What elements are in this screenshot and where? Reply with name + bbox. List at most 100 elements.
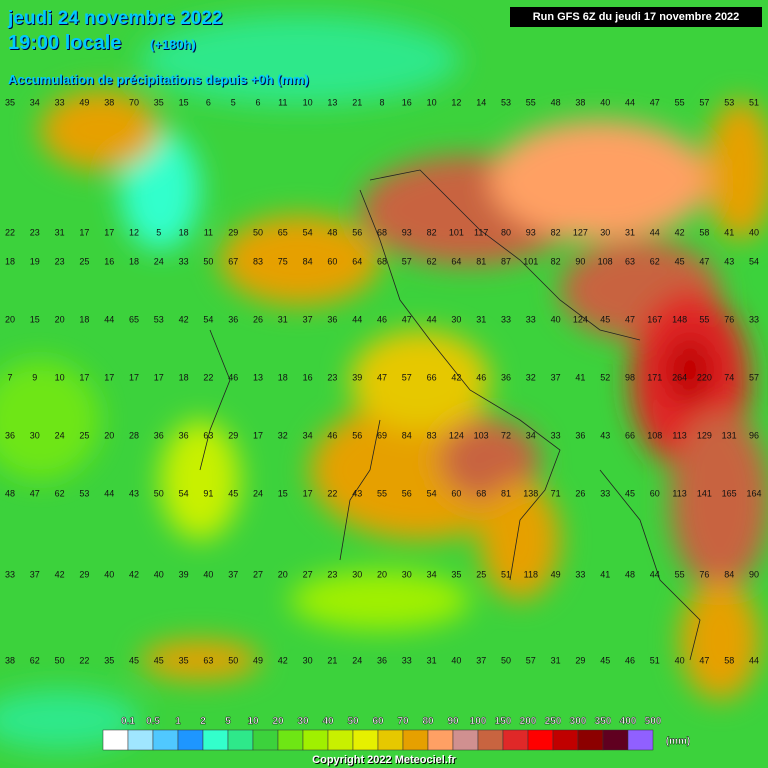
grid-value: 36 [501,372,511,382]
grid-value: 20 [278,569,288,579]
legend-label: 2 [200,716,206,727]
grid-value: 44 [625,97,635,107]
grid-value: 47 [402,314,412,324]
grid-value: 35 [104,655,114,665]
grid-value: 23 [30,227,40,237]
grid-value: 58 [699,227,709,237]
grid-value: 148 [672,314,687,324]
grid-value: 18 [79,314,89,324]
grid-value: 18 [5,256,15,266]
grid-value: 38 [575,97,585,107]
grid-value: 45 [129,655,139,665]
grid-value: 43 [724,256,734,266]
grid-value: 53 [154,314,164,324]
legend-swatch [102,729,129,751]
grid-value: 10 [55,372,65,382]
legend-label: 0.1 [121,716,135,727]
grid-value: 43 [352,488,362,498]
grid-value: 165 [722,488,737,498]
grid-value: 33 [600,488,610,498]
grid-value: 76 [699,569,709,579]
grid-value: 57 [749,372,759,382]
grid-value: 38 [104,97,114,107]
grid-value: 71 [551,488,561,498]
grid-value: 18 [129,256,139,266]
grid-value: 18 [179,227,189,237]
grid-value: 49 [79,97,89,107]
grid-value: 62 [55,488,65,498]
legend-swatch [577,729,604,751]
grid-value: 56 [352,430,362,440]
grid-value: 40 [104,569,114,579]
grid-value: 53 [501,97,511,107]
legend-swatch [352,729,379,751]
legend-swatch [527,729,554,751]
grid-value: 17 [129,372,139,382]
grid-value: 17 [79,372,89,382]
grid-value: 81 [501,488,511,498]
grid-value: 10 [427,97,437,107]
grid-value: 14 [476,97,486,107]
grid-value: 40 [451,655,461,665]
grid-value: 20 [104,430,114,440]
grid-value: 93 [526,227,536,237]
grid-value: 44 [749,655,759,665]
grid-value: 41 [724,227,734,237]
grid-value: 63 [203,430,213,440]
grid-value: 33 [5,569,15,579]
legend-swatch [627,729,654,751]
grid-value: 17 [154,372,164,382]
grid-value: 17 [104,372,114,382]
grid-value: 127 [573,227,588,237]
grid-value: 47 [650,97,660,107]
grid-value: 25 [79,430,89,440]
grid-value: 45 [228,488,238,498]
grid-value: 9 [32,372,37,382]
grid-value: 22 [203,372,213,382]
grid-value: 33 [179,256,189,266]
grid-value: 84 [724,569,734,579]
legend-swatch [427,729,454,751]
run-info: Run GFS 6Z du jeudi 17 novembre 2022 [510,7,762,27]
legend-label: 30 [297,716,309,727]
grid-value: 55 [377,488,387,498]
grid-value: 47 [699,256,709,266]
grid-value: 93 [402,227,412,237]
grid-value: 21 [352,97,362,107]
grid-value: 36 [154,430,164,440]
grid-value: 37 [30,569,40,579]
grid-value: 16 [303,372,313,382]
grid-value: 38 [5,655,15,665]
grid-value: 42 [179,314,189,324]
legend-label: 60 [372,716,384,727]
grid-value: 30 [451,314,461,324]
grid-value: 40 [551,314,561,324]
grid-value: 54 [203,314,213,324]
grid-value: 7 [7,372,12,382]
grid-value: 40 [675,655,685,665]
grid-value: 17 [79,227,89,237]
copyright: Copyright 2022 Meteociel.fr [312,754,456,766]
grid-value: 32 [278,430,288,440]
grid-value: 33 [551,430,561,440]
grid-value: 39 [179,569,189,579]
grid-value: 220 [697,372,712,382]
legend-label: 90 [447,716,459,727]
grid-value: 54 [427,488,437,498]
grid-value: 46 [228,372,238,382]
grid-value: 43 [600,430,610,440]
grid-value: 45 [600,655,610,665]
legend-label: 0.5 [146,716,160,727]
grid-value: 36 [575,430,585,440]
grid-value: 138 [523,488,538,498]
grid-value: 42 [675,227,685,237]
grid-value: 31 [551,655,561,665]
grid-value: 40 [600,97,610,107]
grid-value: 53 [724,97,734,107]
grid-value: 83 [253,256,263,266]
grid-value: 17 [104,227,114,237]
grid-value: 41 [600,569,610,579]
grid-value: 54 [303,227,313,237]
date: jeudi 24 novembre 2022 [8,8,223,29]
